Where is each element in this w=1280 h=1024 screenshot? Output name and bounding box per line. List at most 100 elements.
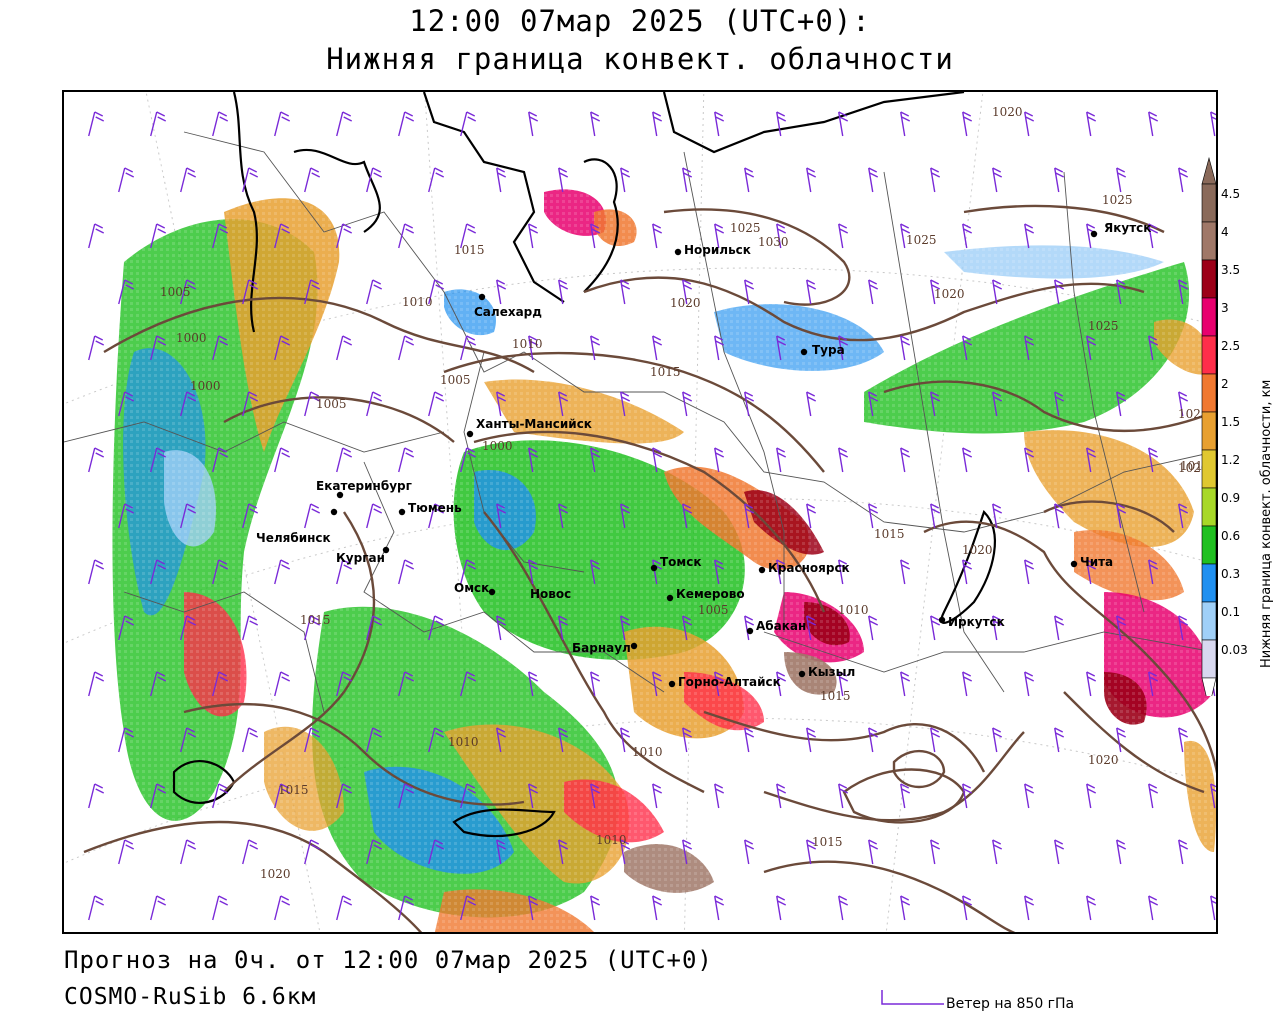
wind-barb	[620, 503, 631, 529]
wind-barb	[528, 559, 539, 585]
wind-barb	[180, 279, 197, 305]
wind-barb	[806, 391, 817, 417]
cities-layer: Якутск Норильск Салехард Тура Ханты-Мансийск…	[256, 221, 1151, 689]
wind-barb	[528, 223, 539, 249]
isobar-label: 1025	[906, 233, 937, 247]
wind-barb	[1086, 111, 1097, 137]
wind-barb	[838, 111, 849, 137]
isobar-label: 1015	[454, 243, 485, 257]
wind-barb	[992, 279, 1003, 305]
city-marker	[488, 588, 496, 596]
isobar-label: 1000	[190, 379, 221, 393]
wind-barb	[868, 503, 879, 529]
wind-barb	[1178, 727, 1189, 753]
coastlines	[172, 92, 996, 838]
city-label: Курган	[336, 551, 385, 565]
weather-map[interactable]: 1020 1025 1030 1025 1020 1025 1015 1010 1020 1005…	[62, 90, 1218, 934]
wind-barb	[682, 727, 693, 753]
legend-swatch	[1201, 183, 1217, 223]
wind-barb	[428, 615, 445, 641]
wind-barb	[806, 615, 817, 641]
wind-barb	[838, 671, 849, 697]
wind-barb	[304, 615, 321, 641]
city-marker	[336, 491, 344, 499]
wind-barb	[714, 671, 725, 697]
wind-barb	[558, 503, 569, 529]
wind-barb	[242, 727, 259, 753]
wind-barb	[962, 335, 973, 361]
wind-barb	[1086, 895, 1097, 921]
wind-barb	[806, 167, 817, 193]
legend-swatch	[1201, 373, 1217, 413]
forecast-time-title: 12:00 07мар 2025 (UTC+0):	[409, 4, 871, 38]
wind-barb	[398, 111, 415, 137]
wind-barb	[838, 223, 849, 249]
wind-barb	[398, 447, 415, 473]
isobar-label: 1005	[440, 373, 471, 387]
wind-barb	[682, 167, 693, 193]
wind-barb	[88, 223, 105, 249]
city-label: Тюмень	[408, 501, 462, 515]
wind-barb	[962, 671, 973, 697]
wind-barb	[1116, 167, 1127, 193]
wind-barb	[1054, 615, 1065, 641]
wind-barb	[496, 615, 507, 641]
isobar-label: 1025	[1178, 407, 1209, 421]
isobar-label: 1015	[812, 835, 843, 849]
wind-barb	[558, 167, 569, 193]
wind-barb	[744, 615, 755, 641]
wind-barb	[88, 783, 105, 809]
wind-barb	[366, 167, 383, 193]
wind-barb	[88, 447, 105, 473]
wind-barb	[1178, 615, 1189, 641]
wind-barb	[962, 447, 973, 473]
wind-barb	[1116, 727, 1127, 753]
wind-barb	[962, 223, 973, 249]
wind-barb	[652, 223, 663, 249]
wind-barb	[806, 279, 817, 305]
wind-barb	[714, 895, 725, 921]
wind-barb	[460, 335, 477, 361]
wind-barb	[558, 839, 569, 865]
wind-barb	[336, 559, 353, 585]
wind-barb	[304, 279, 321, 305]
wind-barb	[398, 559, 415, 585]
wind-barb	[1148, 559, 1159, 585]
wind-barb	[992, 727, 1003, 753]
model-name: COSMO-RuSib 6.6км	[64, 984, 317, 1010]
wind-barb	[1178, 503, 1189, 529]
wind-barb	[336, 783, 353, 809]
wind-barb	[304, 391, 321, 417]
city-marker	[382, 546, 390, 554]
wind-barb	[150, 335, 167, 361]
wind-barb	[150, 559, 167, 585]
wind-barb	[336, 111, 353, 137]
isobar-label: 1025	[730, 221, 761, 235]
wind-barb	[1086, 447, 1097, 473]
wind-barb	[428, 279, 445, 305]
wind-barb	[652, 895, 663, 921]
wind-barb	[212, 111, 229, 137]
legend-swatch	[1201, 563, 1217, 603]
city-label: Екатеринбург	[316, 479, 412, 493]
wind-barb	[558, 279, 569, 305]
wind-barb	[428, 167, 445, 193]
city-marker	[650, 564, 658, 572]
wind-barb	[1210, 111, 1216, 137]
wind-barb	[714, 783, 725, 809]
wind-barb	[118, 167, 135, 193]
isobar-label: 1015	[820, 689, 851, 703]
wind-barb	[744, 167, 755, 193]
isobar-label: 1000	[482, 439, 513, 453]
wind-barb	[992, 839, 1003, 865]
city-label: Салехард	[474, 305, 542, 319]
wind-barb	[776, 671, 787, 697]
wind-barb	[806, 839, 817, 865]
wind-barb	[806, 503, 817, 529]
legend-swatch	[1201, 601, 1217, 641]
wind-barb	[496, 839, 507, 865]
city-label: Красноярск	[768, 561, 850, 575]
wind-key-label: Ветер на 850 гПа	[946, 996, 1075, 1012]
